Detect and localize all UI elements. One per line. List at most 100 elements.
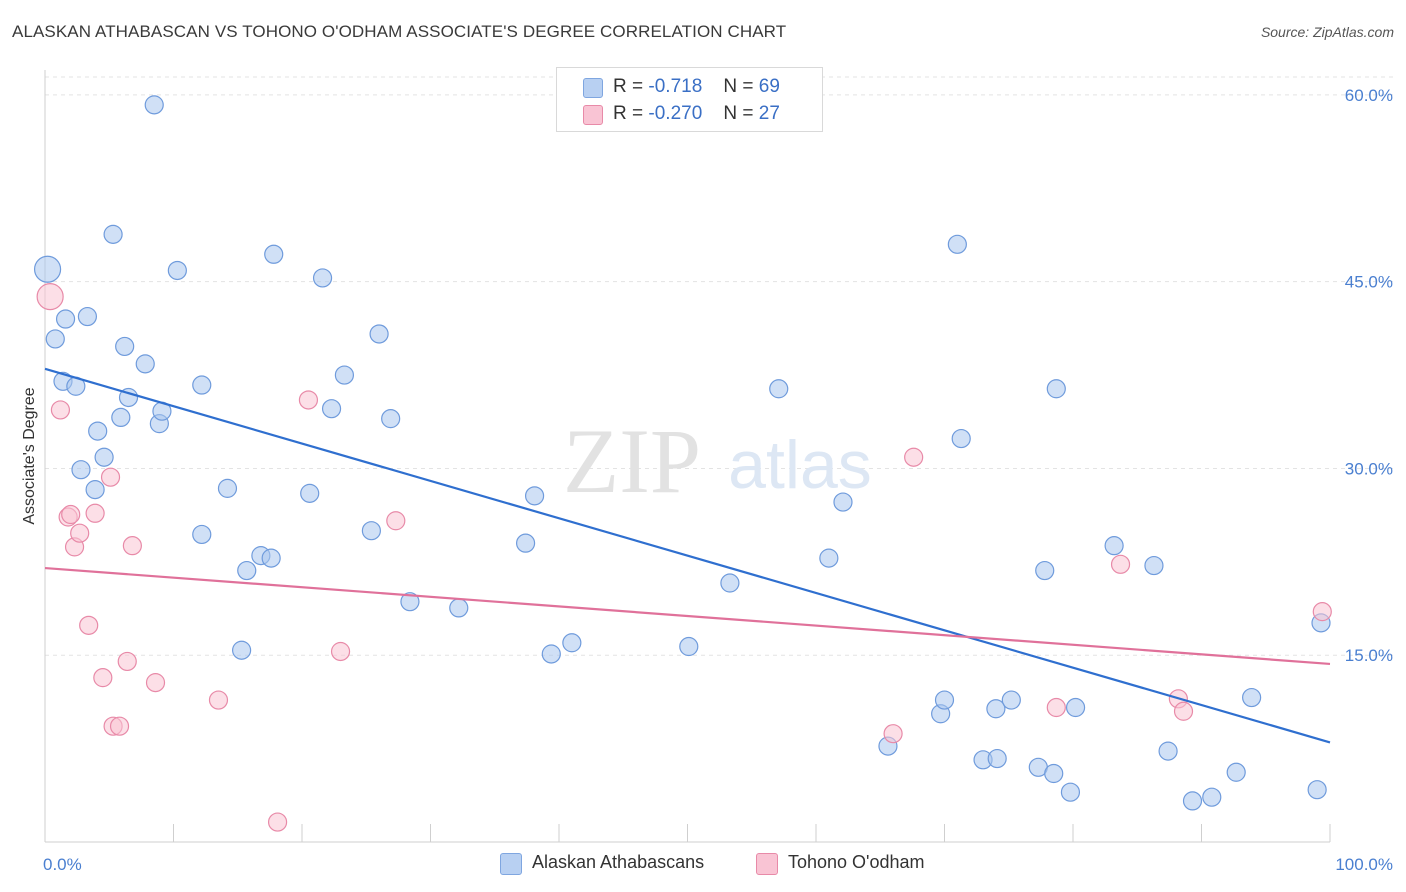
- athabascan-point: [232, 640, 252, 660]
- tohono-point: [70, 523, 90, 543]
- athabascan-point: [1242, 687, 1262, 708]
- tohono-point: [1173, 701, 1194, 721]
- n-label: N =: [723, 103, 754, 124]
- x-tick-label-max: 100.0%: [1335, 855, 1393, 874]
- athabascan-point: [167, 260, 187, 281]
- athabascan-point: [135, 354, 155, 374]
- tohono-point: [61, 504, 81, 525]
- tohono-point: [1110, 554, 1131, 574]
- n-label: N =: [723, 76, 754, 97]
- athabascan-r-value: -0.718: [648, 76, 703, 97]
- y-tick-label: 60.0%: [1345, 86, 1393, 105]
- tohono-point: [298, 390, 319, 410]
- tohono-point: [330, 641, 351, 662]
- chart-title: ALASKAN ATHABASCAN VS TOHONO O'ODHAM ASS…: [12, 22, 787, 41]
- tohono-n-value: 27: [758, 103, 780, 124]
- athabascan-point: [264, 244, 284, 264]
- athabascan-n-value: 69: [758, 76, 780, 97]
- athabascan-point: [1001, 690, 1021, 710]
- athabascan-point: [88, 421, 108, 441]
- tohono-point: [50, 400, 71, 420]
- athabascan-swatch: [583, 78, 603, 98]
- athabascan-point: [1065, 697, 1086, 718]
- athabascan-point: [541, 644, 561, 664]
- tohono-point: [1312, 602, 1332, 622]
- athabascan-point: [33, 255, 62, 283]
- athabascan-point: [261, 548, 281, 568]
- athabascan-point: [111, 407, 131, 427]
- athabascan-point: [144, 95, 164, 115]
- athabascan-point: [562, 633, 582, 653]
- athabascan-point: [71, 460, 91, 480]
- tohono-swatch: [583, 105, 603, 125]
- athabascan-point: [951, 428, 971, 449]
- tohono-point: [145, 673, 166, 693]
- r-label: R =: [613, 103, 644, 124]
- athabascan-point: [192, 375, 212, 395]
- athabascans-legend-label: Alaskan Athabascans: [532, 852, 705, 872]
- watermark-atlas: atlas: [728, 427, 872, 503]
- athabascan-point: [192, 524, 212, 545]
- tohono-point: [1046, 697, 1066, 718]
- athabascan-point: [1144, 555, 1164, 576]
- tohono-point: [883, 724, 903, 744]
- athabascan-point: [720, 573, 740, 593]
- tohono-point: [36, 283, 64, 311]
- y-axis-title: Associate's Degree: [21, 387, 38, 524]
- athabascan-point: [1226, 762, 1246, 782]
- athabascan-trend-line: [44, 367, 1331, 744]
- y-tick-label: 45.0%: [1345, 273, 1393, 292]
- athabascan-point: [833, 492, 853, 512]
- tohono-point: [386, 511, 406, 531]
- source-label: Source: ZipAtlas.com: [1260, 24, 1394, 40]
- tohono-point: [208, 690, 229, 710]
- athabascan-point: [103, 224, 123, 244]
- athabascan-point: [77, 306, 98, 327]
- athabascan-point: [45, 329, 65, 349]
- tohono-legend-swatch: [756, 853, 778, 875]
- athabascan-point: [115, 336, 135, 357]
- athabascan-point: [300, 483, 320, 503]
- athabascan-point: [1046, 379, 1066, 399]
- y-tick-label: 15.0%: [1345, 646, 1393, 665]
- athabascan-point: [1035, 560, 1055, 581]
- athabascan-point: [94, 447, 114, 467]
- athabascan-point: [515, 533, 536, 553]
- tohono-point: [122, 536, 142, 556]
- tohono-point: [85, 503, 105, 523]
- tohono-point: [267, 812, 288, 832]
- tohono-point: [93, 668, 113, 688]
- athabascan-point: [986, 699, 1006, 719]
- r-label: R =: [613, 76, 644, 97]
- athabascan-point: [819, 548, 839, 568]
- tohono-r-value: -0.270: [648, 103, 703, 124]
- athabascan-point: [312, 268, 333, 288]
- tohono-point: [79, 615, 99, 635]
- athabascan-point: [524, 486, 545, 506]
- athabascan-point: [321, 399, 342, 419]
- athabascan-point: [361, 521, 381, 541]
- athabascan-point: [769, 379, 789, 399]
- athabascan-point: [381, 409, 401, 429]
- tohono-point: [109, 716, 130, 736]
- athabascan-point: [237, 560, 257, 581]
- athabascan-point: [369, 324, 389, 344]
- watermark-zip: ZIP: [563, 410, 701, 512]
- athabascan-point: [1104, 536, 1124, 556]
- tohono-point: [117, 651, 137, 672]
- athabascan-point: [1202, 787, 1222, 807]
- athabascan-point: [1060, 782, 1081, 802]
- stats-legend: R = -0.718 N = 69 R = -0.270 N = 27: [556, 67, 823, 132]
- athabascans-legend-swatch: [500, 853, 522, 875]
- x-tick-label-min: 0.0%: [43, 855, 82, 874]
- tohono-trend-line: [44, 566, 1331, 666]
- athabascan-point: [217, 478, 238, 498]
- athabascan-point: [85, 480, 105, 500]
- athabascan-point: [118, 387, 139, 408]
- athabascan-point: [1044, 763, 1064, 784]
- athabascan-point: [334, 365, 355, 385]
- athabascan-point: [1182, 791, 1203, 811]
- tohono-point: [100, 467, 121, 487]
- athabascan-point: [987, 748, 1007, 769]
